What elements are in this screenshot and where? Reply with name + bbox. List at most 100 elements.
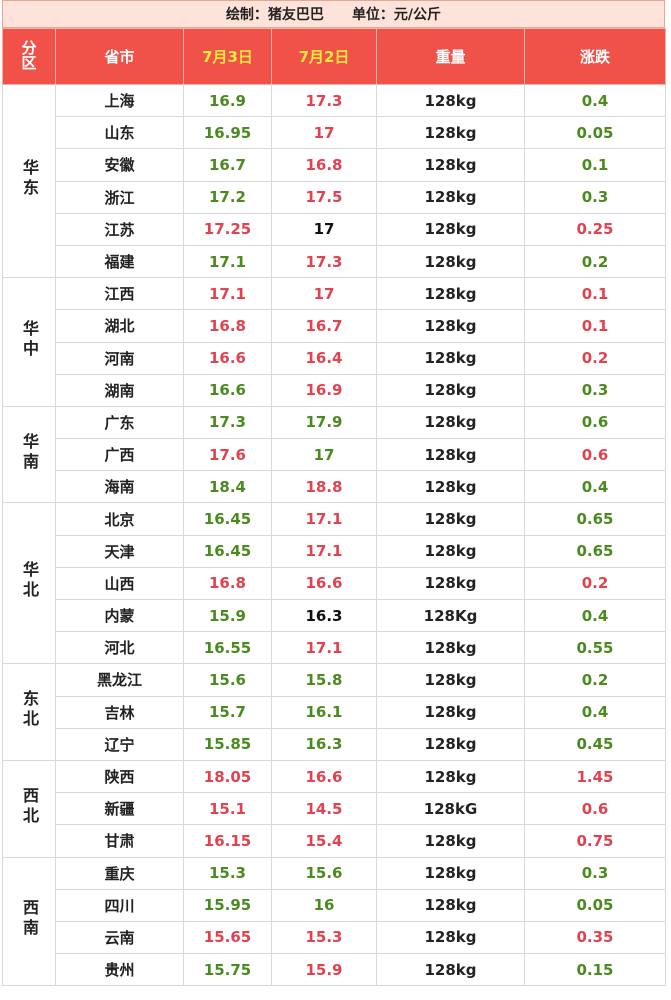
price-jul2: 16.4 — [271, 341, 377, 375]
change: 1.45 — [524, 759, 666, 794]
weight: 128kg — [376, 405, 525, 440]
price-jul3: 16.45 — [183, 534, 272, 568]
column-header: 涨跌 — [524, 28, 666, 85]
weight: 128Kg — [376, 598, 525, 633]
price-jul2: 17.5 — [271, 180, 377, 214]
region-cell: 华中 — [2, 277, 56, 407]
price-jul2: 16.9 — [271, 373, 377, 407]
price-jul2: 16.1 — [271, 695, 377, 729]
price-jul3: 15.75 — [183, 953, 272, 987]
province: 湖北 — [55, 309, 184, 343]
price-jul2: 15.6 — [271, 856, 377, 890]
province: 内蒙 — [55, 598, 184, 633]
price-jul2: 16.3 — [271, 598, 377, 633]
province: 广西 — [55, 438, 184, 472]
price-jul3: 16.45 — [183, 502, 272, 536]
price-jul2: 15.3 — [271, 920, 377, 955]
price-jul3: 17.1 — [183, 277, 272, 311]
change: 0.1 — [524, 148, 666, 182]
table-row: 华中 江西 17.1 17 128kg 0.1 — [2, 277, 666, 407]
province: 新疆 — [55, 792, 184, 826]
table-row: 西北 陕西 18.05 16.6 128kg 1.45 — [2, 759, 666, 858]
table-row: 福建 17.1 17.3 128kg 0.2 — [3, 244, 666, 279]
column-header: 7月2日 — [271, 28, 377, 85]
province: 山东 — [55, 116, 184, 150]
region-cell: 东北 — [2, 663, 56, 761]
weight: 128kg — [376, 566, 525, 601]
price-jul2: 17 — [271, 277, 377, 311]
price-jul3: 16.9 — [183, 83, 272, 118]
price-jul3: 15.7 — [183, 695, 272, 729]
price-jul2: 17.1 — [271, 534, 377, 568]
table-row: 内蒙 15.9 16.3 128Kg 0.4 — [3, 598, 666, 633]
price-jul3: 16.95 — [183, 116, 272, 150]
weight: 128kG — [376, 792, 525, 826]
province: 重庆 — [55, 856, 184, 890]
province: 辽宁 — [55, 727, 184, 761]
price-jul3: 16.7 — [183, 148, 272, 182]
change: 0.1 — [524, 277, 666, 311]
change: 0.3 — [524, 373, 666, 407]
region-cell: 西南 — [2, 856, 56, 987]
change: 0.4 — [524, 83, 666, 118]
change: 0.4 — [524, 695, 666, 729]
province: 吉林 — [55, 695, 184, 729]
province: 江苏 — [55, 212, 184, 246]
table-row: 江苏 17.25 17 128kg 0.25 — [3, 212, 666, 246]
price-jul3: 16.6 — [183, 341, 272, 375]
province: 四川 — [55, 888, 184, 922]
weight: 128kg — [376, 727, 525, 761]
change: 0.2 — [524, 341, 666, 375]
change: 0.2 — [524, 566, 666, 601]
region-cell: 华北 — [2, 502, 56, 665]
table-row: 天津 16.45 17.1 128kg 0.65 — [3, 534, 666, 568]
price-jul2: 17 — [271, 116, 377, 150]
column-header-text: 分区 — [19, 39, 38, 70]
change: 0.4 — [524, 598, 666, 633]
weight: 128kg — [376, 309, 525, 343]
province: 浙江 — [55, 180, 184, 214]
province: 广东 — [55, 405, 184, 440]
weight: 128kg — [376, 341, 525, 375]
province: 福建 — [55, 244, 184, 279]
price-jul2: 17.9 — [271, 405, 377, 440]
change: 0.4 — [524, 470, 666, 504]
change: 0.25 — [524, 212, 666, 246]
table-row: 吉林 15.7 16.1 128kg 0.4 — [3, 695, 666, 729]
table-row: 湖南 16.6 16.9 128kg 0.3 — [3, 373, 666, 407]
province: 湖南 — [55, 373, 184, 407]
province: 山西 — [55, 566, 184, 601]
price-jul2: 15.4 — [271, 824, 377, 858]
price-jul3: 17.25 — [183, 212, 272, 246]
region-name: 华东 — [20, 159, 39, 200]
region-name: 西北 — [20, 786, 39, 827]
price-jul2: 15.9 — [271, 953, 377, 987]
price-jul3: 15.65 — [183, 920, 272, 955]
region-name: 华南 — [20, 432, 39, 473]
change: 0.65 — [524, 502, 666, 536]
weight: 128kg — [376, 663, 525, 697]
price-jul2: 17.1 — [271, 631, 377, 665]
weight: 128kg — [376, 759, 525, 794]
price-jul2: 15.8 — [271, 663, 377, 697]
price-jul3: 16.15 — [183, 824, 272, 858]
price-table: 分区 省市 7月3日 7月2日 重量 涨跌 华东 上海 16.9 17.3 128kg 0.4 山东 1… — [2, 28, 666, 987]
table-row: 华南 广东 17.3 17.9 128kg 0.6 — [2, 405, 666, 504]
weight: 128kg — [376, 888, 525, 922]
table-row: 浙江 17.2 17.5 128kg 0.3 — [3, 180, 666, 214]
weight: 128kg — [376, 631, 525, 665]
province: 甘肃 — [55, 824, 184, 858]
change: 0.3 — [524, 856, 666, 890]
change: 0.65 — [524, 534, 666, 568]
change: 0.75 — [524, 824, 666, 858]
table-row: 新疆 15.1 14.5 128kG 0.6 — [3, 792, 666, 826]
change: 0.6 — [524, 405, 666, 440]
price-jul2: 17.1 — [271, 502, 377, 536]
price-table-panel: 绘制：猪友巴巴 单位：元/公斤 分区 省市 7月3日 7月2日 重量 涨跌 华东 上海 16.… — [2, 0, 666, 987]
weight: 128kg — [376, 824, 525, 858]
region-cell: 西北 — [2, 759, 56, 858]
author: 绘制：猪友巴巴 — [225, 7, 324, 23]
price-jul3: 15.1 — [183, 792, 272, 826]
weight: 128kg — [376, 277, 525, 311]
